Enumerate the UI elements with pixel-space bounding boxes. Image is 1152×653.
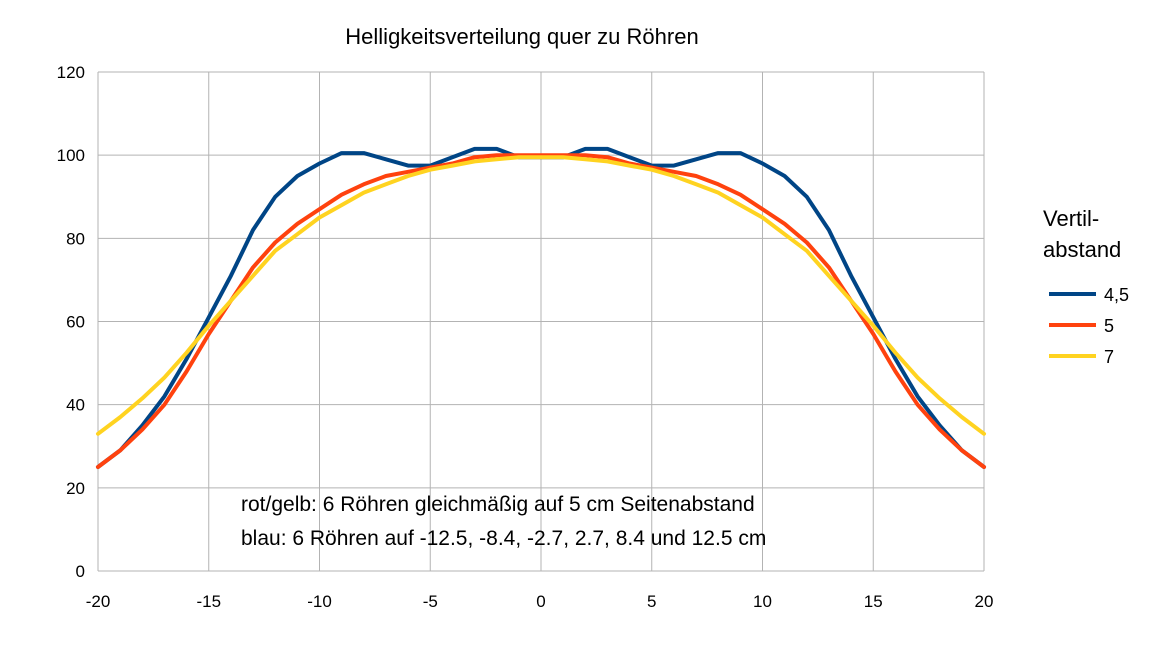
- x-tick-label: -20: [86, 592, 111, 611]
- y-tick-label: 0: [76, 562, 85, 581]
- annotation-text: blau: 6 Röhren auf -12.5, -8.4, -2.7, 2.…: [241, 527, 766, 550]
- y-tick-label: 40: [66, 396, 85, 415]
- x-tick-label: 15: [864, 592, 883, 611]
- legend-label: 7: [1104, 347, 1114, 367]
- legend-label: 4,5: [1104, 285, 1129, 305]
- series-lines: [96, 146, 986, 469]
- x-tick-label: -15: [196, 592, 221, 611]
- series-line-7: [96, 155, 986, 436]
- y-tick-label: 100: [57, 146, 85, 165]
- legend-title: abstand: [1043, 237, 1121, 262]
- x-tick-label: 20: [975, 592, 994, 611]
- chart-title: Helligkeitsverteilung quer zu Röhren: [345, 24, 698, 49]
- x-tick-label: 0: [536, 592, 545, 611]
- y-tick-label: 120: [57, 63, 85, 82]
- x-tick-label: -5: [423, 592, 438, 611]
- legend-title: Vertil-: [1043, 206, 1099, 231]
- axes: 0 20 40 60 80 100 120 -20 -15 -10 -5 0 5 10 15 20: [57, 63, 994, 611]
- annotation-text: rot/gelb: 6 Röhren gleichmäßig auf 5 cm …: [241, 493, 755, 516]
- x-tick-label: 10: [753, 592, 772, 611]
- legend-label: 5: [1104, 316, 1114, 336]
- y-tick-label: 20: [66, 479, 85, 498]
- y-tick-label: 80: [66, 229, 85, 248]
- y-tick-label: 60: [66, 313, 85, 332]
- x-tick-label: -10: [307, 592, 332, 611]
- legend: Vertil-abstand 4,5 5 7: [1043, 206, 1129, 367]
- annotations: rot/gelb: 6 Röhren gleichmäßig auf 5 cm …: [241, 493, 766, 550]
- x-tick-label: 5: [647, 592, 656, 611]
